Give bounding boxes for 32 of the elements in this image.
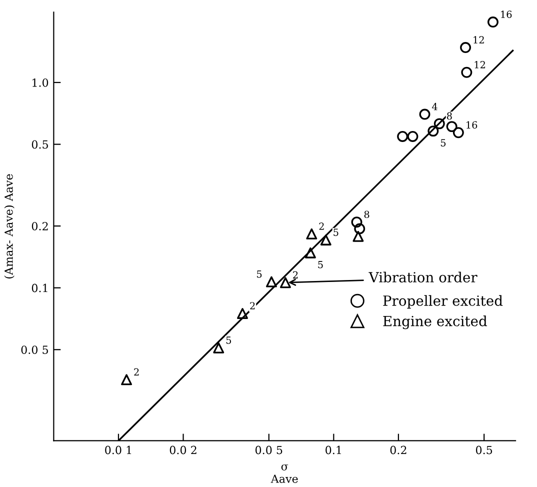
x-tick-label: 0.2: [390, 446, 406, 454]
annotation: 5: [226, 336, 231, 344]
x-tick-label: 0.0 5: [255, 446, 282, 454]
y-tick-label: 0.5: [32, 140, 48, 149]
annotation: 16: [501, 10, 512, 18]
x-axis-title: σ Aave: [270, 464, 298, 483]
annotation: 8: [446, 112, 452, 120]
annotation: 2: [293, 271, 298, 278]
annotation: 12: [474, 36, 484, 44]
x-tick-label: 0.5: [476, 446, 492, 454]
legend-label: Engine excited: [383, 316, 487, 330]
annotation: 12: [474, 60, 486, 68]
annotation: 4: [432, 102, 438, 110]
y-axis-title: (Amax- Aave) Aave: [4, 174, 14, 278]
y-tick-label: 0.2: [32, 222, 48, 230]
x-tick-label: 0.1: [326, 446, 341, 454]
annotation: Vibration order: [368, 272, 478, 282]
annotation: 5: [318, 261, 323, 268]
x-tick-label: 0.0 2: [170, 446, 196, 454]
y-tick-label: 0.1: [32, 284, 48, 292]
annotation: 5: [257, 270, 262, 278]
annotation: 5: [440, 139, 446, 146]
annotation: 2: [250, 302, 255, 310]
y-tick-label: 0.0 5: [21, 346, 48, 354]
annotation: 2: [134, 368, 139, 376]
annotation: 8: [364, 210, 370, 218]
annotation: 2: [319, 222, 324, 230]
y-tick-label: 1.0: [32, 78, 48, 87]
legend-label: Propeller excited: [383, 295, 503, 309]
annotation: 5: [334, 228, 338, 236]
annotation: 16: [466, 121, 478, 129]
x-tick-label: 0.0 1: [105, 446, 132, 454]
